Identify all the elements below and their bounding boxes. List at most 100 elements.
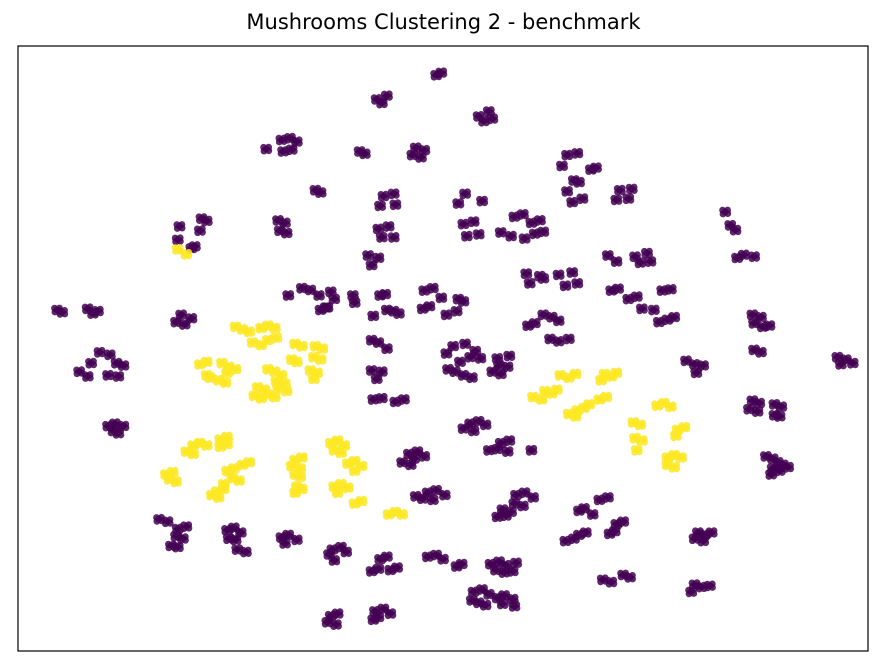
- data-point: [335, 447, 347, 459]
- data-point-dot: [470, 427, 477, 435]
- data-point-dot: [298, 454, 306, 461]
- data-point: [81, 371, 94, 382]
- data-point-dot: [655, 318, 663, 326]
- data-point: [227, 463, 240, 474]
- data-point-dot: [531, 230, 539, 238]
- data-point-dot: [203, 358, 211, 366]
- data-point: [465, 372, 478, 384]
- data-point-dot: [373, 375, 381, 383]
- data-point: [370, 373, 383, 385]
- data-point-dot: [398, 458, 406, 466]
- data-point-dot: [488, 368, 496, 375]
- data-point: [731, 252, 744, 264]
- data-point-dot: [114, 429, 122, 437]
- data-point-dot: [511, 213, 518, 221]
- data-point: [355, 495, 368, 507]
- data-point: [375, 232, 388, 243]
- data-point: [426, 494, 439, 506]
- data-point-dot: [466, 353, 474, 361]
- data-point-dot: [274, 385, 282, 392]
- data-point-dot: [220, 485, 228, 493]
- data-point: [523, 278, 536, 289]
- data-point: [753, 397, 766, 409]
- data-point-dot: [257, 341, 265, 349]
- data-point: [324, 286, 337, 298]
- data-point: [567, 533, 580, 545]
- data-point-dot: [650, 306, 658, 314]
- data-point: [185, 313, 198, 324]
- data-point: [331, 608, 344, 620]
- data-point-dot: [223, 433, 231, 441]
- data-point-dot: [494, 513, 501, 521]
- data-point: [102, 369, 115, 381]
- data-point-dot: [443, 311, 450, 318]
- data-point: [501, 361, 514, 373]
- data-point: [491, 443, 504, 455]
- data-point-dot: [460, 425, 467, 432]
- data-point: [635, 303, 648, 315]
- data-point-dot: [380, 192, 387, 200]
- data-point-dot: [271, 324, 279, 332]
- data-point-dot: [420, 287, 428, 294]
- data-point-dot: [500, 591, 508, 599]
- data-point: [307, 373, 320, 385]
- data-point-dot: [592, 164, 600, 172]
- data-point-dot: [732, 226, 739, 234]
- data-point-dot: [556, 371, 564, 379]
- data-point: [56, 307, 69, 318]
- data-point-dot: [849, 359, 857, 367]
- data-point: [622, 193, 635, 205]
- data-point: [367, 310, 380, 322]
- data-point: [508, 601, 521, 612]
- data-point-dot: [494, 354, 501, 362]
- data-point-dot: [172, 478, 180, 485]
- data-point-dot: [351, 467, 358, 475]
- data-point-dot: [614, 285, 622, 292]
- data-point-dot: [443, 349, 450, 357]
- data-point: [644, 256, 657, 267]
- data-point-dot: [463, 232, 471, 240]
- data-point-dot: [511, 602, 518, 610]
- data-point-dot: [528, 446, 535, 454]
- data-point-dot: [262, 145, 270, 153]
- data-point: [610, 256, 623, 267]
- data-point: [460, 230, 473, 242]
- data-point-dot: [369, 312, 377, 320]
- data-point: [518, 233, 531, 245]
- data-point: [595, 374, 608, 386]
- data-point: [571, 147, 584, 159]
- data-point-dot: [330, 556, 338, 564]
- data-point: [522, 320, 534, 332]
- data-point: [275, 134, 288, 146]
- data-point: [430, 69, 443, 81]
- data-point-dot: [407, 461, 415, 469]
- data-point-dot: [522, 270, 530, 277]
- data-point: [112, 428, 125, 439]
- data-point: [73, 366, 86, 378]
- data-point-dot: [174, 525, 182, 533]
- data-point-dot: [507, 232, 515, 240]
- data-point-dot: [341, 441, 348, 449]
- data-point-dot: [604, 251, 612, 259]
- points-layer: [51, 67, 859, 630]
- data-point-dot: [509, 567, 517, 575]
- data-point: [233, 475, 246, 486]
- data-point: [464, 351, 477, 363]
- data-point-dot: [87, 359, 95, 367]
- data-point: [630, 444, 643, 456]
- data-point: [418, 285, 431, 296]
- data-point: [472, 229, 485, 240]
- data-point: [362, 250, 375, 261]
- data-point-dot: [613, 196, 620, 204]
- data-point-dot: [419, 495, 426, 502]
- data-point: [200, 440, 213, 451]
- data-point-dot: [505, 352, 513, 360]
- data-point-dot: [318, 345, 326, 352]
- data-point: [328, 293, 341, 305]
- data-point-dot: [392, 201, 399, 208]
- data-point: [600, 391, 613, 403]
- data-point: [467, 216, 480, 228]
- data-point: [117, 360, 130, 371]
- data-point-dot: [298, 342, 306, 350]
